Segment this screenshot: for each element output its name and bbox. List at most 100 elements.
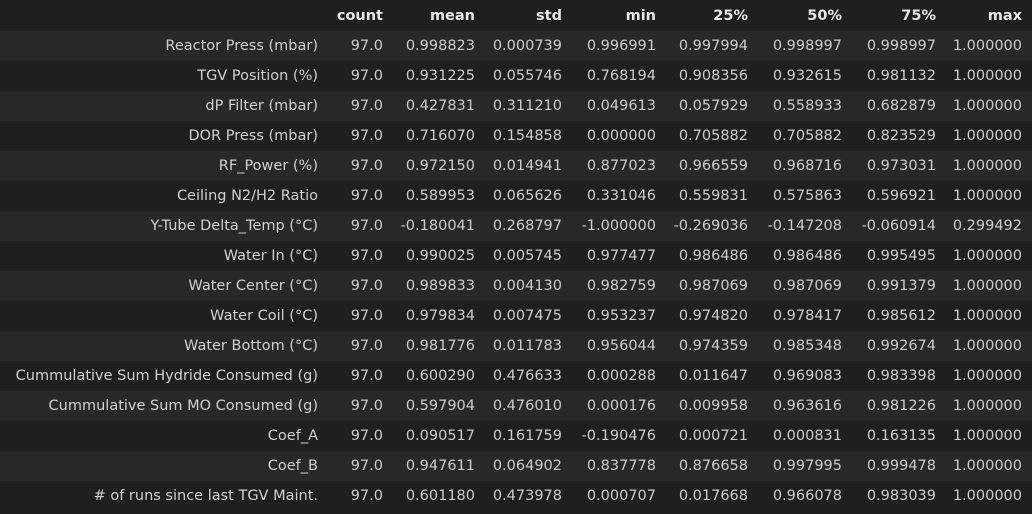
table-cell: 97.0: [350, 68, 383, 84]
table-row: Water In (°C) 97.0 0.990025 0.005745 0.97747…: [0, 241, 1032, 271]
table-cell: 0.999478: [866, 458, 936, 474]
table-cell: 1.000000: [952, 398, 1022, 414]
table-cell: 0.427831: [405, 98, 475, 114]
column-header: min: [625, 7, 656, 24]
table-cell: 0.011647: [678, 368, 748, 384]
table-cell: 0.979834: [405, 308, 475, 324]
table-cell: 0.995495: [866, 248, 936, 264]
table-cell: 0.476010: [492, 398, 562, 414]
table-cell: -0.180041: [400, 218, 475, 234]
table-cell: 0.981226: [866, 398, 936, 414]
table-cell: 1.000000: [952, 308, 1022, 324]
table-cell: 97.0: [350, 248, 383, 264]
table-cell: 0.992674: [866, 338, 936, 354]
table-cell: 0.558933: [772, 98, 842, 114]
table-cell: 0.049613: [586, 98, 656, 114]
table-cell: 0.065626: [492, 188, 562, 204]
table-cell: 0.596921: [866, 188, 936, 204]
table-cell: 0.000288: [586, 368, 656, 384]
table-cell: 0.989833: [405, 278, 475, 294]
table-row: Coef_B 97.0 0.947611 0.064902 0.837778 0.8766…: [0, 451, 1032, 481]
table-cell: 0.768194: [586, 68, 656, 84]
table-cell: 0.268797: [492, 218, 562, 234]
table-cell: 0.154858: [492, 128, 562, 144]
row-label: Ceiling N2/H2 Ratio: [176, 188, 318, 204]
table-row: TGV Position (%) 97.0 0.931225 0.055746 0.76…: [0, 61, 1032, 91]
table-row: dP Filter (mbar) 97.0 0.427831 0.311210 0.04…: [0, 91, 1032, 121]
table-cell: 0.000000: [586, 128, 656, 144]
table-cell: 0.009958: [678, 398, 748, 414]
table-cell: 97.0: [350, 188, 383, 204]
table-cell: 0.057929: [678, 98, 748, 114]
table-cell: 0.014941: [492, 158, 562, 174]
table-cell: 0.090517: [405, 428, 475, 444]
row-label: dP Filter (mbar): [205, 98, 318, 114]
column-header: mean: [429, 7, 475, 24]
table-cell: 0.597904: [405, 398, 475, 414]
table-cell: 0.953237: [586, 308, 656, 324]
table-cell: 0.837778: [586, 458, 656, 474]
table-cell: 0.331046: [586, 188, 656, 204]
table-cell: 0.705882: [678, 128, 748, 144]
column-header: 75%: [901, 7, 936, 24]
table-row: Y-Tube Delta_Temp (°C) 97.0 -0.180041 0.268…: [0, 211, 1032, 241]
table-cell: 0.311210: [492, 98, 562, 114]
table-cell: 0.877023: [586, 158, 656, 174]
table-cell: 0.931225: [405, 68, 475, 84]
table-cell: 0.000739: [492, 38, 562, 54]
table-cell: 97.0: [350, 218, 383, 234]
table-cell: 0.983398: [866, 368, 936, 384]
table-cell: 0.998823: [405, 38, 475, 54]
row-label: Water Bottom (°C): [184, 338, 318, 354]
table-cell: 0.963616: [772, 398, 842, 414]
column-header: 25%: [713, 7, 748, 24]
table-cell: 0.986486: [678, 248, 748, 264]
table-cell: 97.0: [350, 488, 383, 504]
table-cell: -0.060914: [861, 218, 936, 234]
table-cell: 0.299492: [952, 218, 1022, 234]
table-cell: 0.473978: [492, 488, 562, 504]
table-cell: 1.000000: [952, 488, 1022, 504]
table-cell: 0.005745: [492, 248, 562, 264]
table-cell: 0.559831: [678, 188, 748, 204]
table-cell: -1.000000: [581, 218, 656, 234]
table-cell: 97.0: [350, 368, 383, 384]
table-cell: 0.716070: [405, 128, 475, 144]
table-cell: 0.161759: [492, 428, 562, 444]
table-cell: 0.876658: [678, 458, 748, 474]
table-cell: 0.908356: [678, 68, 748, 84]
table-row: RF_Power (%) 97.0 0.972150 0.014941 0.877023…: [0, 151, 1032, 181]
table-cell: 0.968716: [772, 158, 842, 174]
row-label: Water Center (°C): [188, 278, 318, 294]
table-body: Reactor Press (mbar) 97.0 0.998823 0.000739…: [0, 31, 1032, 511]
row-label: Coef_A: [267, 428, 318, 444]
column-header: 50%: [807, 7, 842, 24]
table-cell: 0.987069: [772, 278, 842, 294]
table-cell: 1.000000: [952, 38, 1022, 54]
row-label: Y-Tube Delta_Temp (°C): [150, 218, 319, 234]
table-cell: 0.575863: [772, 188, 842, 204]
table-cell: -0.190476: [581, 428, 656, 444]
table-cell: 0.966078: [772, 488, 842, 504]
table-cell: 0.966559: [678, 158, 748, 174]
table-cell: 97.0: [350, 428, 383, 444]
table-cell: -0.147208: [767, 218, 842, 234]
table-cell: -0.269036: [673, 218, 748, 234]
table-cell: 0.998997: [866, 38, 936, 54]
header-row: count mean std min 25% 50% 75% max: [0, 0, 1032, 31]
table-cell: 0.991379: [866, 278, 936, 294]
table-cell: 0.000831: [772, 428, 842, 444]
table-cell: 97.0: [350, 308, 383, 324]
table-row: Cummulative Sum Hydride Consumed (g) 97.0…: [0, 361, 1032, 391]
table-cell: 97.0: [350, 398, 383, 414]
column-header: max: [987, 7, 1022, 24]
row-label: Coef_B: [267, 458, 318, 474]
table-cell: 97.0: [350, 278, 383, 294]
table-cell: 0.987069: [678, 278, 748, 294]
table-cell: 97.0: [350, 338, 383, 354]
table-cell: 0.997995: [772, 458, 842, 474]
table-cell: 1.000000: [952, 128, 1022, 144]
table-cell: 0.996991: [586, 38, 656, 54]
table-cell: 0.998997: [772, 38, 842, 54]
